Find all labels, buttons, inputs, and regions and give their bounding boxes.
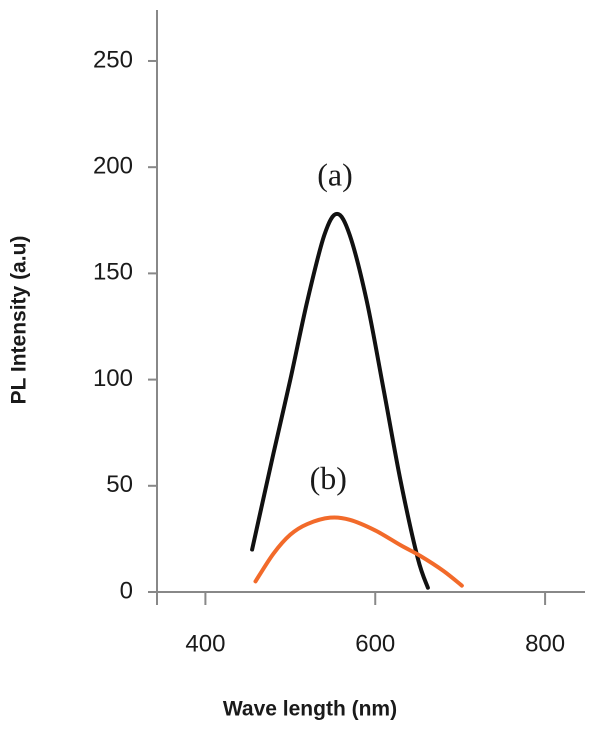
series-label: (b) (310, 460, 347, 496)
x-tick-label: 400 (185, 630, 225, 657)
y-tick-label: 50 (106, 471, 133, 498)
y-tick-label: 0 (120, 577, 133, 604)
x-tick-label: 600 (355, 630, 395, 657)
y-tick-label: 200 (93, 153, 133, 180)
y-tick-label: 100 (93, 365, 133, 392)
series-line (250, 211, 430, 590)
y-tick-label: 150 (93, 259, 133, 286)
y-axis-title: PL Intensity (a.u) (8, 236, 31, 405)
series-line (253, 515, 464, 588)
series-label: (a) (317, 156, 353, 192)
x-tick-label: 800 (525, 630, 565, 657)
x-axis-title: Wave length (nm) (223, 698, 397, 721)
y-tick-label: 250 (93, 46, 133, 73)
